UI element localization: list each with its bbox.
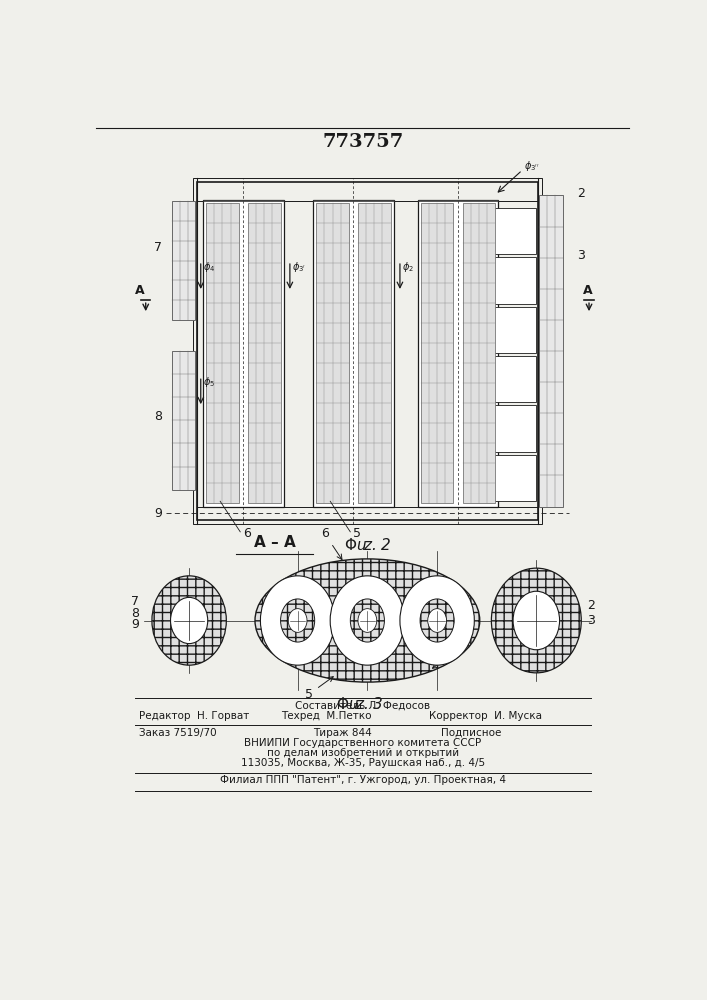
Bar	[193, 178, 542, 524]
Text: 113035, Москва, Ж-35, Раушская наб., д. 4/5: 113035, Москва, Ж-35, Раушская наб., д. …	[240, 758, 485, 768]
Text: ВНИИПИ Государственного комитета СССР: ВНИИПИ Государственного комитета СССР	[244, 738, 481, 748]
Bar	[197, 182, 538, 520]
Text: 2: 2	[588, 599, 595, 612]
Ellipse shape	[288, 609, 307, 632]
Text: 3: 3	[588, 614, 595, 627]
Text: 2: 2	[577, 187, 585, 200]
Text: $\phi_{3''}$: $\phi_{3''}$	[524, 159, 539, 173]
Bar	[248, 203, 281, 503]
Text: 7: 7	[154, 241, 162, 254]
Ellipse shape	[281, 599, 315, 642]
Bar	[421, 203, 453, 503]
Text: $\phi_{3'}$: $\phi_{3'}$	[292, 260, 306, 274]
Ellipse shape	[428, 609, 447, 632]
Text: Подписное: Подписное	[441, 728, 501, 738]
Text: 5: 5	[354, 527, 361, 540]
Text: A: A	[583, 284, 592, 297]
Ellipse shape	[260, 576, 335, 665]
Text: 773757: 773757	[322, 133, 404, 151]
Bar	[206, 203, 239, 503]
Bar	[172, 351, 195, 490]
Bar	[462, 203, 495, 503]
Text: A – A: A – A	[254, 535, 296, 550]
Ellipse shape	[400, 576, 474, 665]
Bar	[172, 201, 195, 320]
Bar	[488, 455, 535, 501]
Text: 9: 9	[154, 507, 162, 520]
Ellipse shape	[491, 568, 581, 673]
Bar	[488, 356, 535, 402]
Text: 8: 8	[154, 410, 162, 423]
Text: 6: 6	[321, 527, 342, 560]
Bar	[539, 195, 563, 507]
Bar	[488, 208, 535, 254]
Text: Составитель Л. Федосов: Составитель Л. Федосов	[295, 700, 431, 710]
Text: Заказ 7519/70: Заказ 7519/70	[139, 728, 216, 738]
Ellipse shape	[513, 591, 559, 650]
Text: 5: 5	[305, 677, 333, 700]
Text: $\Phi u\!\mathit{z}$. 2: $\Phi u\!\mathit{z}$. 2	[344, 537, 391, 553]
Bar	[488, 405, 535, 452]
Text: $\phi_2$: $\phi_2$	[402, 260, 414, 274]
Bar	[203, 200, 284, 507]
Text: 7: 7	[131, 595, 139, 608]
Bar	[488, 307, 535, 353]
Ellipse shape	[152, 576, 226, 665]
Ellipse shape	[358, 609, 377, 632]
Text: $\phi_5$: $\phi_5$	[203, 375, 215, 389]
Text: Техред  М.Петко: Техред М.Петко	[281, 711, 371, 721]
Text: 8: 8	[131, 607, 139, 620]
Ellipse shape	[330, 576, 404, 665]
Bar	[358, 203, 391, 503]
Ellipse shape	[351, 599, 385, 642]
Text: 9: 9	[131, 618, 139, 631]
Text: $\phi_4$: $\phi_4$	[203, 260, 216, 274]
Bar	[418, 200, 498, 507]
Text: $\Phi u\!\mathit{z}$. 3: $\Phi u\!\mathit{z}$. 3	[336, 696, 383, 712]
Bar	[313, 200, 394, 507]
Bar	[488, 257, 535, 304]
Text: 4: 4	[433, 641, 464, 668]
Text: A: A	[135, 284, 144, 297]
Text: Редактор  Н. Горват: Редактор Н. Горват	[139, 711, 249, 721]
Text: 3: 3	[577, 249, 585, 262]
Bar	[316, 203, 349, 503]
Text: по делам изобретений и открытий: по делам изобретений и открытий	[267, 748, 459, 758]
Text: 6: 6	[243, 527, 251, 540]
Ellipse shape	[420, 599, 454, 642]
Ellipse shape	[170, 597, 208, 644]
Text: Корректор  И. Муска: Корректор И. Муска	[429, 711, 542, 721]
Text: Филиал ППП "Патент", г. Ужгород, ул. Проектная, 4: Филиал ППП "Патент", г. Ужгород, ул. Про…	[220, 775, 506, 785]
Text: Тираж 844: Тираж 844	[313, 728, 372, 738]
Ellipse shape	[255, 559, 480, 682]
